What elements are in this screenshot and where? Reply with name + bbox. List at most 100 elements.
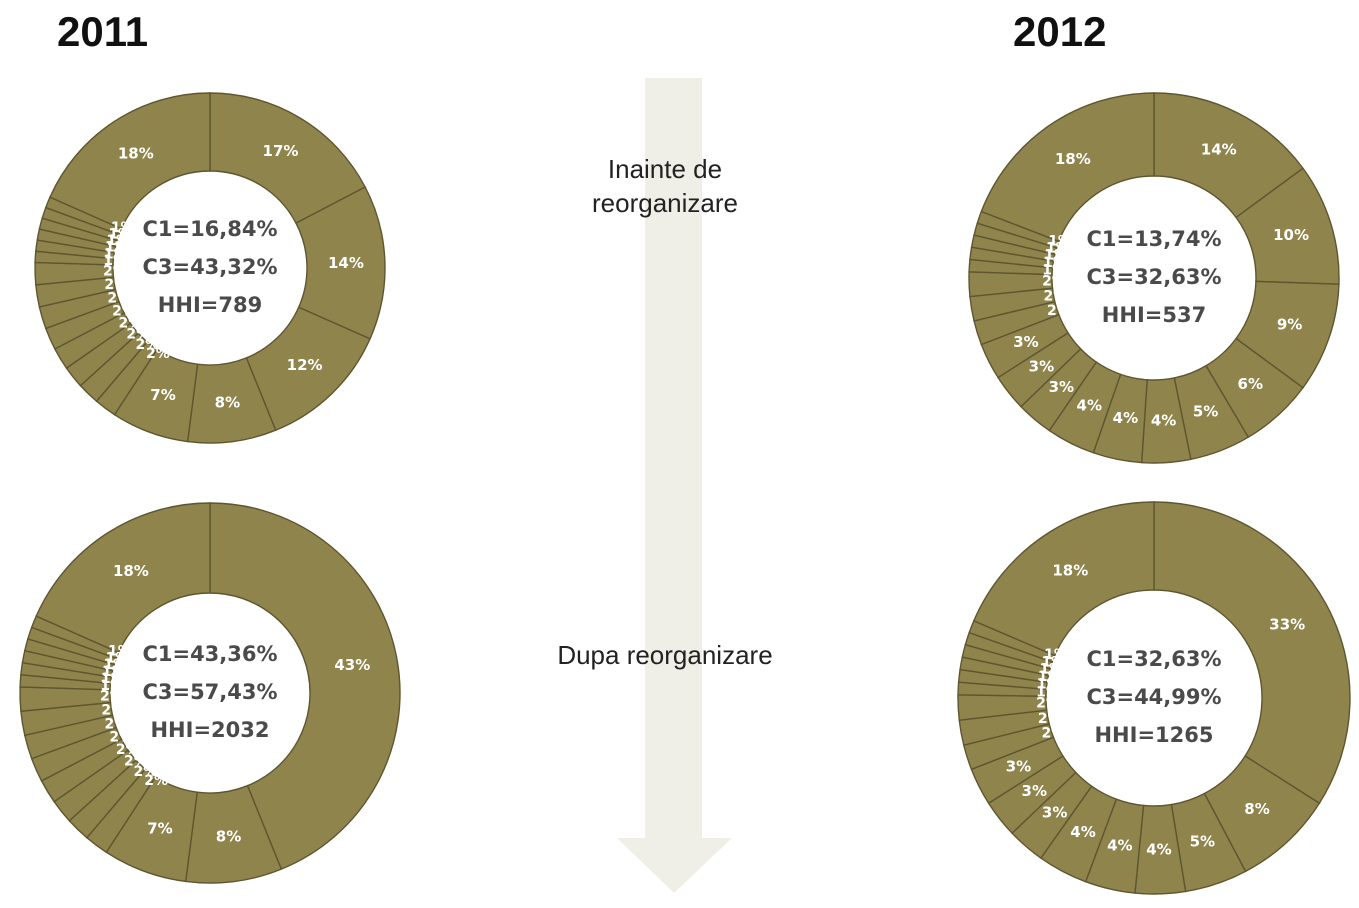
slice-label: 1% — [1043, 255, 1067, 271]
slice-label: 1% — [1039, 662, 1063, 678]
donut-chart-2011-before: 17%14%12%8%7%2%2%2%2%2%2%2%2%1%1%1%1%1%1… — [34, 92, 386, 444]
slice-label: 5% — [1190, 833, 1215, 851]
slice-label: 8% — [215, 393, 240, 411]
slice-label: 1% — [1044, 647, 1068, 663]
slice-label: 1% — [101, 671, 125, 687]
center-label: HHI=789 — [158, 293, 262, 317]
slice-label: 9% — [1277, 316, 1302, 334]
slice-label: 2% — [124, 754, 148, 770]
slice-label: 10% — [1273, 226, 1309, 244]
center-label: C1=32,63% — [1086, 647, 1221, 671]
center-label: C1=13,74% — [1086, 227, 1221, 251]
slice-label: 1% — [104, 657, 128, 673]
slice-label: 2% — [133, 764, 157, 780]
slice-label: 2% — [101, 703, 125, 719]
center-label: C3=43,32% — [142, 255, 277, 279]
slice-label: 2% — [1047, 303, 1071, 319]
slice-label: 1% — [106, 650, 130, 666]
slice-label: 3% — [1029, 357, 1054, 375]
slice-label: 5% — [1193, 402, 1218, 420]
center-label: C3=44,99% — [1086, 685, 1221, 709]
slice-label: 2% — [118, 315, 142, 331]
slice-label: 1% — [1036, 684, 1060, 700]
slice-label: 7% — [147, 820, 172, 838]
slice-label: 1% — [1042, 263, 1066, 279]
slice-label: 18% — [1052, 562, 1088, 580]
donut-chart-2012-after: 33%8%5%4%4%4%3%3%3%2%2%2%1%1%1%1%1%1%18%… — [957, 501, 1351, 895]
stage-after-label: Dupa reorganizare — [557, 640, 773, 670]
slice-label: 2% — [105, 716, 129, 732]
slice-label: 1% — [1046, 240, 1070, 256]
donut-slice — [1153, 501, 1351, 805]
slice-label: 3% — [1049, 378, 1074, 396]
down-arrow-icon — [617, 78, 732, 893]
slice-label: 1% — [1037, 677, 1061, 693]
slice-label: 4% — [1146, 840, 1171, 858]
slice-label: 4% — [1070, 823, 1095, 841]
slice-label: 1% — [108, 226, 132, 242]
center-label: C1=43,36% — [142, 642, 277, 666]
slice-label: 1% — [1048, 233, 1072, 249]
slice-label: 2% — [112, 303, 136, 319]
slice-label: 7% — [150, 386, 175, 404]
slice-label: 2% — [146, 346, 170, 362]
slice-label: 18% — [113, 562, 149, 580]
slice-label: 14% — [1201, 140, 1237, 158]
slice-label: 2% — [109, 730, 133, 746]
donut-slice — [209, 92, 367, 225]
slice-label: 17% — [263, 142, 299, 160]
slice-label: 4% — [1077, 397, 1102, 415]
slice-label: 2% — [104, 277, 128, 293]
slice-label: 14% — [328, 254, 364, 272]
donut-slice — [972, 501, 1155, 657]
slice-label: 8% — [1244, 800, 1269, 818]
slice-label: 2% — [1038, 711, 1062, 727]
center-label: HHI=537 — [1102, 303, 1206, 327]
slice-label: 33% — [1269, 615, 1305, 633]
slice-label: 2% — [1042, 726, 1066, 742]
stage-before-label: Inainte de reorganizare — [540, 152, 790, 220]
slice-label: 3% — [1006, 757, 1031, 775]
slice-label: 8% — [216, 827, 241, 845]
slice-label: 1% — [1042, 654, 1066, 670]
center-label: C1=16,84% — [142, 217, 277, 241]
slice-label: 1% — [100, 678, 124, 694]
donut-chart-2012-before: 14%10%9%6%5%4%4%4%3%3%3%2%2%2%1%1%1%1%1%… — [968, 92, 1340, 464]
slice-label: 3% — [1042, 804, 1067, 822]
slice-label: 2% — [103, 263, 127, 279]
slice-label: 2% — [144, 773, 168, 789]
slice-label: 1% — [106, 233, 130, 249]
slice-label: 2% — [136, 337, 160, 353]
slice-label: 2% — [107, 290, 131, 306]
center-label: HHI=2032 — [150, 718, 269, 742]
slice-label: 4% — [1151, 412, 1176, 430]
slice-label: 1% — [1038, 669, 1062, 685]
center-label: C3=32,63% — [1086, 265, 1221, 289]
donut-slice — [49, 92, 211, 230]
donut-chart-2011-after: 43%8%7%2%2%2%2%2%2%2%2%1%1%1%1%1%1%18%C1… — [19, 502, 401, 884]
slice-label: 18% — [118, 145, 154, 163]
center-label: HHI=1265 — [1094, 723, 1213, 747]
slice-label: 1% — [103, 253, 127, 269]
slice-label: 1% — [111, 220, 135, 236]
slice-label: 2% — [126, 327, 150, 343]
slice-label: 2% — [1042, 274, 1066, 290]
slice-label: 6% — [1238, 375, 1263, 393]
slice-label: 18% — [1055, 150, 1091, 168]
slice-label: 12% — [287, 356, 323, 374]
year-2012-heading: 2012 — [1013, 8, 1107, 55]
stage-before-line-1: Inainte de — [607, 154, 723, 184]
year-2011-heading: 2011 — [57, 8, 149, 55]
slice-label: 1% — [108, 644, 132, 660]
slice-label: 1% — [1044, 248, 1068, 264]
slice-label: 2% — [1036, 696, 1060, 712]
stage-before-line-2: reorganizare — [592, 188, 738, 218]
slice-label: 4% — [1113, 409, 1138, 427]
center-label: C3=57,43% — [142, 680, 277, 704]
slice-label: 43% — [334, 656, 370, 674]
donut-slice — [35, 502, 211, 654]
slice-label: 1% — [105, 240, 129, 256]
slice-label: 2% — [100, 689, 124, 705]
slice-label: 1% — [104, 246, 128, 262]
slice-label: 4% — [1107, 837, 1132, 855]
